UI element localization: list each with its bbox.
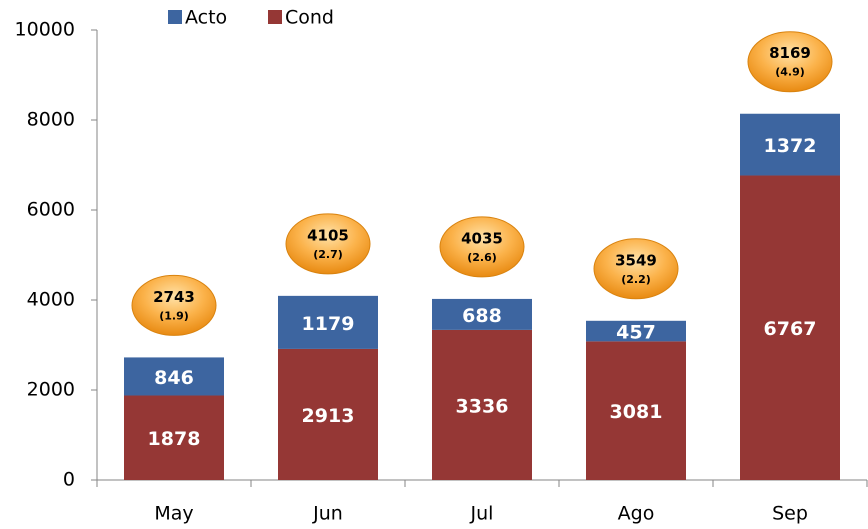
bar-segment bbox=[586, 320, 686, 342]
total-bubble bbox=[747, 31, 833, 93]
value-label: 1878 bbox=[148, 428, 201, 450]
bar-segment bbox=[278, 348, 378, 480]
y-tick-label: 8000 bbox=[27, 109, 75, 131]
bar-segment bbox=[124, 357, 224, 396]
y-tick-label: 10000 bbox=[15, 19, 75, 41]
value-label: 1372 bbox=[764, 135, 817, 157]
legend-label: Acto bbox=[185, 7, 227, 29]
bar-segment bbox=[740, 175, 840, 481]
x-tick-label: Jul bbox=[470, 503, 494, 525]
x-tick-label: Sep bbox=[772, 503, 808, 525]
value-label: 846 bbox=[154, 367, 194, 389]
bar-segment bbox=[432, 329, 532, 480]
y-tick-label: 6000 bbox=[27, 199, 75, 221]
value-label: 3336 bbox=[456, 395, 509, 417]
value-label: 1179 bbox=[302, 313, 355, 335]
total-note: (2.6) bbox=[467, 251, 497, 264]
x-tick-label: Ago bbox=[618, 503, 655, 525]
total-bubble bbox=[285, 213, 371, 275]
legend-swatch bbox=[168, 10, 182, 24]
total-label: 4035 bbox=[461, 229, 503, 247]
total-note: (1.9) bbox=[159, 309, 189, 322]
y-tick-label: 4000 bbox=[27, 289, 75, 311]
bar-segment bbox=[278, 295, 378, 349]
total-bubble bbox=[439, 216, 525, 278]
bar-segment bbox=[740, 113, 840, 176]
value-label: 6767 bbox=[764, 318, 817, 340]
total-label: 2743 bbox=[153, 288, 195, 306]
total-label: 8169 bbox=[769, 44, 811, 62]
x-tick-label: Jun bbox=[312, 503, 343, 525]
bar-segment bbox=[124, 395, 224, 480]
total-note: (2.2) bbox=[621, 273, 651, 286]
y-tick-label: 0 bbox=[63, 469, 75, 491]
value-label: 2913 bbox=[302, 405, 355, 427]
legend-label: Cond bbox=[285, 7, 334, 29]
value-label: 3081 bbox=[610, 401, 663, 423]
total-note: (2.7) bbox=[313, 248, 343, 261]
y-tick-label: 2000 bbox=[27, 379, 75, 401]
total-label: 4105 bbox=[307, 226, 349, 244]
total-label: 3549 bbox=[615, 251, 657, 269]
bar-segment bbox=[432, 298, 532, 330]
total-note: (4.9) bbox=[775, 66, 805, 79]
value-label: 457 bbox=[616, 322, 656, 344]
value-label: 688 bbox=[462, 305, 502, 327]
legend-swatch bbox=[268, 10, 282, 24]
total-bubble bbox=[131, 274, 217, 336]
x-tick-label: May bbox=[154, 503, 193, 525]
bar-segment bbox=[586, 341, 686, 480]
total-bubble bbox=[593, 238, 679, 300]
